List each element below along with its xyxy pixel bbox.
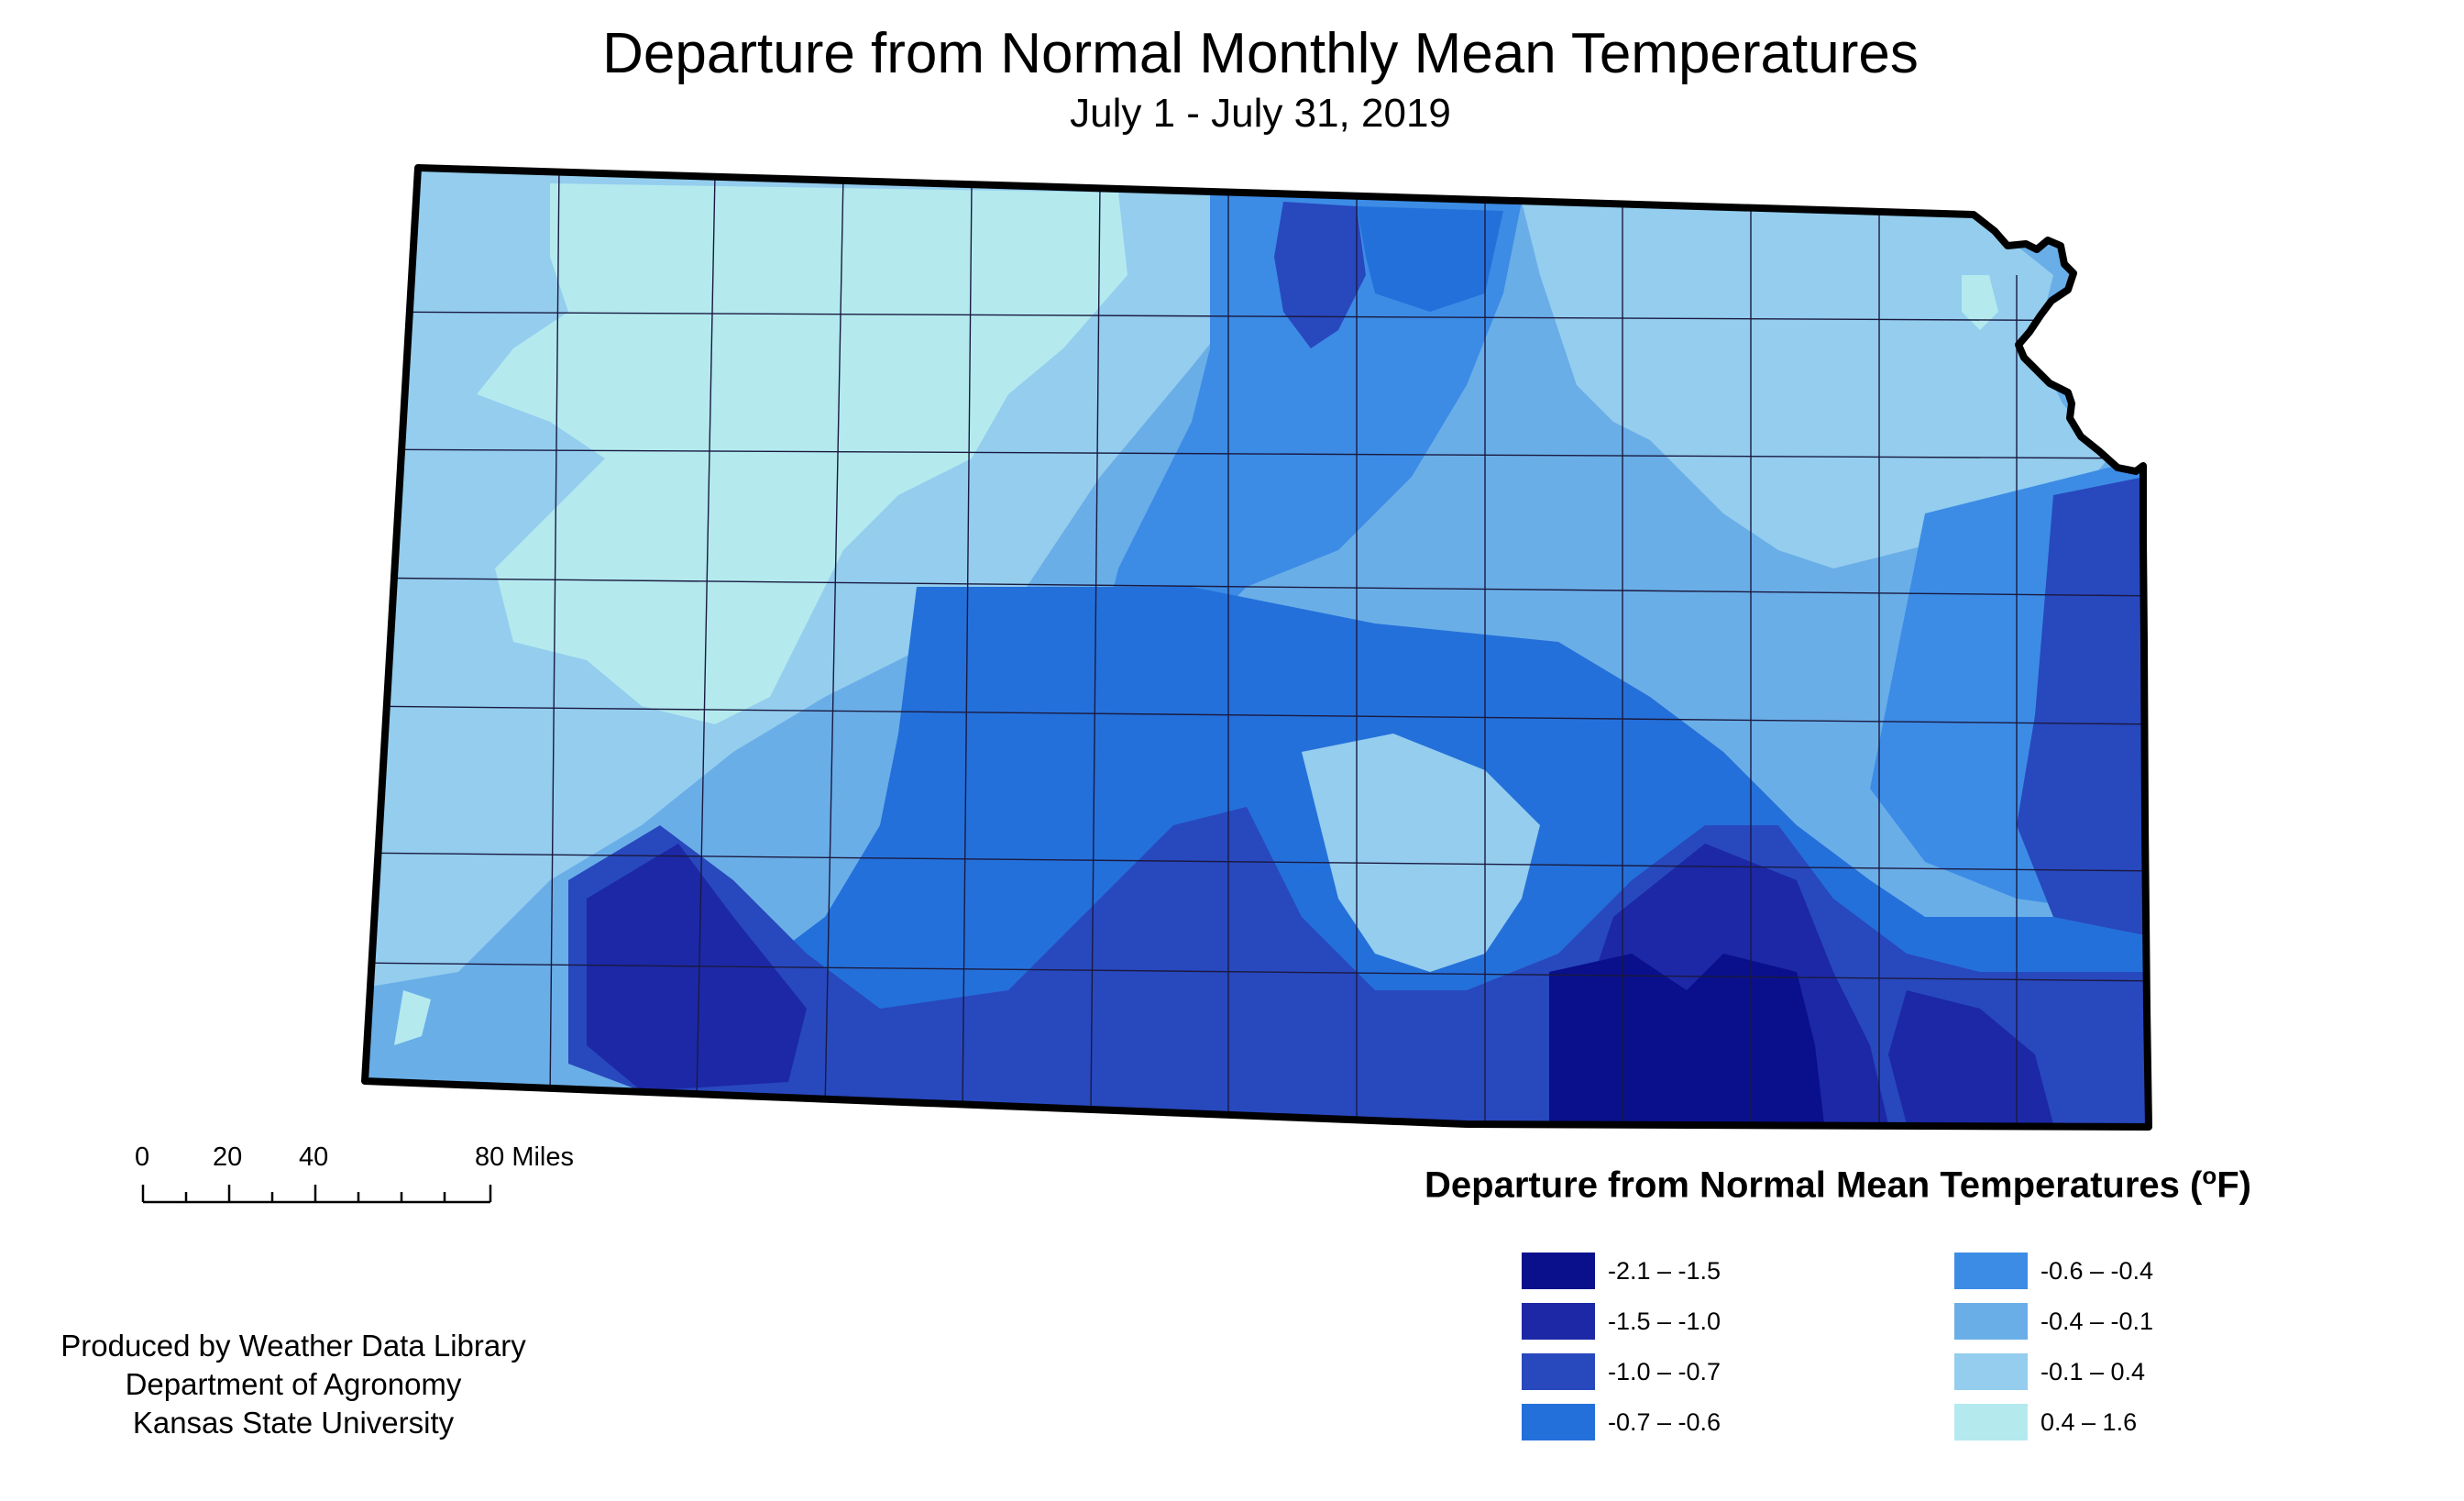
zone-darkest-south (1549, 954, 1824, 1124)
legend-label: -0.1 – 0.4 (2040, 1357, 2146, 1385)
legend-swatch (1522, 1253, 1595, 1289)
legend-swatch (1954, 1353, 2028, 1390)
legend-swatch (1522, 1303, 1595, 1340)
zone-cyan-west-patch (394, 990, 431, 1045)
legend-item: -0.7 – -0.6 (1522, 1404, 1721, 1440)
legend-swatch (1954, 1303, 2028, 1340)
kansas-state-outline (361, 164, 2152, 1131)
credit-line-1: Produced by Weather Data Library (60, 1329, 526, 1363)
legend-label: -0.4 – -0.1 (2040, 1307, 2154, 1335)
zone-cyan-northeast-patch (1962, 275, 1998, 330)
legend-title: Departure from Normal Mean Temperatures … (1424, 1153, 2251, 1207)
legend-swatch (1522, 1353, 1595, 1390)
legend-degree-sup: o (2202, 1162, 2217, 1189)
legend-swatch (1954, 1404, 2028, 1440)
legend-item: -2.1 – -1.5 (1522, 1253, 1721, 1289)
legend-item: 0.4 – 1.6 (1954, 1404, 2137, 1440)
legend-item: -1.5 – -1.0 (1522, 1303, 1721, 1340)
map-subtitle: July 1 - July 31, 2019 (1070, 91, 1451, 136)
credit-line-2: Department of Agronomy (125, 1367, 462, 1401)
legend-item: -0.1 – 0.4 (1954, 1353, 2145, 1390)
legend-label: -0.6 – -0.4 (2040, 1256, 2154, 1285)
legend-item: -0.4 – -0.1 (1954, 1303, 2153, 1340)
zone-darker-south (587, 844, 807, 1091)
scale-bar (141, 1185, 492, 1204)
county-boundaries (365, 168, 2149, 1124)
legend-label: 0.4 – 1.6 (2040, 1407, 2138, 1436)
legend-label: -1.0 – -0.7 (1608, 1357, 1722, 1385)
legend-label: -0.7 – -0.6 (1608, 1407, 1722, 1436)
legend-item: -1.0 – -0.7 (1522, 1353, 1721, 1390)
zone-light-central-pocket (1302, 734, 1540, 972)
scale-label-20: 20 (213, 1142, 243, 1172)
scale-label-80-miles: 80 Miles (475, 1142, 574, 1172)
legend-label: -1.5 – -1.0 (1608, 1307, 1722, 1335)
zone-darker-southeast (1888, 990, 2053, 1124)
map-title: Departure from Normal Monthly Mean Tempe… (602, 22, 1919, 85)
scale-label-40: 40 (299, 1142, 329, 1172)
scale-label-0: 0 (135, 1142, 150, 1172)
legend-swatch (1954, 1253, 2028, 1289)
legend-label: -2.1 – -1.5 (1608, 1256, 1722, 1285)
legend-swatch (1522, 1404, 1595, 1440)
zone-dark-north-central (1274, 202, 1366, 348)
zone-cyan-northwest (477, 183, 1128, 724)
zone-medium-north-central (1100, 193, 1522, 679)
legend-item: -0.6 – -0.4 (1954, 1253, 2153, 1289)
temperature-departure-fill (365, 168, 2149, 1127)
credit-line-3: Kansas State University (132, 1406, 455, 1440)
zone-darker-east (2017, 477, 2145, 935)
legend-title-text: Departure from Normal Mean Temperatures … (1424, 1164, 2203, 1206)
zone-blue-north-central-2 (1357, 206, 1503, 312)
legend-unit-text: F) (2216, 1164, 2252, 1206)
